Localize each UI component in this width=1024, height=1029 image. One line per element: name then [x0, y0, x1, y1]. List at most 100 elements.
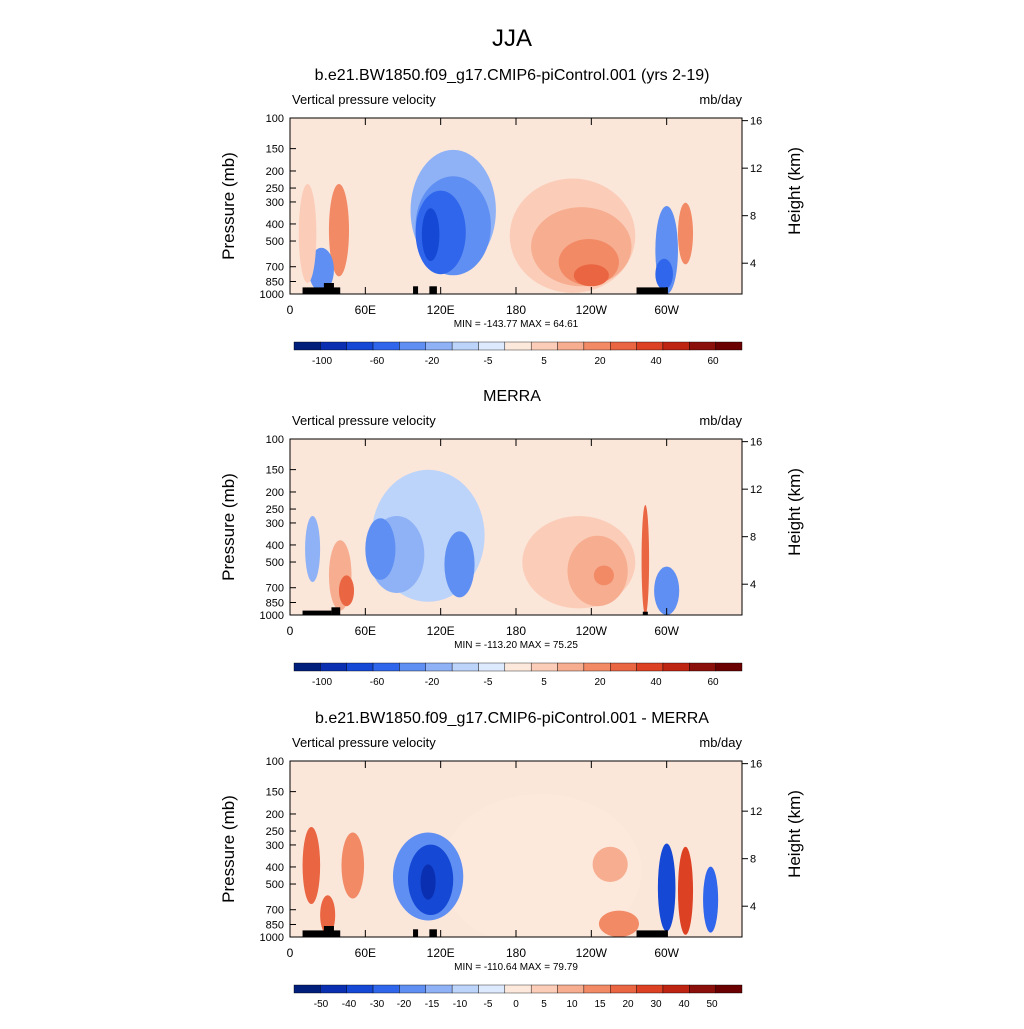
contour-region: [305, 516, 321, 582]
y-tick-label: 1000: [260, 932, 284, 944]
colorbar-swatch: [399, 341, 426, 351]
y-right-tick-label: 4: [750, 901, 756, 913]
right-label: mb/day: [699, 735, 742, 750]
colorbar-swatch: [583, 341, 611, 351]
y-tick-label: 850: [266, 920, 284, 932]
colorbar-label: 50: [706, 999, 718, 1010]
colorbar-label: -100: [312, 356, 332, 367]
y-right-tick-label: 8: [750, 532, 756, 544]
colorbar-swatch: [530, 662, 558, 672]
x-tick-label: 60E: [355, 303, 376, 317]
y-tick-label: 1000: [260, 610, 284, 622]
colorbar-swatch: [320, 662, 347, 672]
x-tick-label: 0: [287, 624, 294, 638]
colorbar-label: -40: [342, 999, 357, 1010]
colorbar-swatch: [293, 662, 321, 672]
contour-region: [302, 827, 321, 904]
colorbar-swatch: [346, 662, 374, 672]
x-tick-label: 180: [506, 303, 526, 317]
colorbar-swatch: [451, 341, 479, 351]
y-tick-label: 150: [266, 465, 284, 477]
contour-region: [677, 202, 694, 265]
colorbar-swatch: [715, 662, 743, 672]
topography: [302, 930, 341, 937]
y-tick-label: 250: [266, 826, 284, 838]
colorbar-label: 5: [541, 999, 547, 1010]
x-tick-label: 180: [506, 946, 526, 960]
x-tick-label: 120W: [576, 303, 608, 317]
x-tick-label: 60E: [355, 946, 376, 960]
colorbar-label: 5: [541, 677, 547, 688]
y-axis-title: Pressure (mb): [219, 795, 238, 903]
y-axis-title: Pressure (mb): [219, 473, 238, 581]
colorbar-swatch: [557, 662, 585, 672]
y-axis-title: Pressure (mb): [219, 152, 238, 260]
colorbar-label: -60: [370, 677, 385, 688]
colorbar-swatch: [346, 984, 374, 994]
y-right-tick-label: 4: [750, 579, 756, 591]
y-tick-label: 200: [266, 809, 284, 821]
colorbar-swatch: [557, 341, 585, 351]
contour-region: [592, 846, 628, 883]
contour-region: [657, 843, 676, 932]
colorbar-swatch: [320, 984, 347, 994]
colorbar-swatch: [610, 984, 637, 994]
colorbar-label: -100: [312, 677, 332, 688]
colorbar-swatch: [689, 341, 716, 351]
colorbar-label: -50: [314, 999, 329, 1010]
y-tick-label: 150: [266, 144, 284, 156]
colorbar-swatch: [530, 341, 558, 351]
y-right-tick-label: 8: [750, 854, 756, 866]
colorbar-swatch: [610, 341, 637, 351]
y-tick-label: 100: [266, 756, 284, 768]
colorbar-swatch: [583, 662, 611, 672]
y-tick-label: 300: [266, 518, 284, 530]
colorbar-swatch: [636, 341, 664, 351]
left-label: Vertical pressure velocity: [292, 92, 436, 107]
colorbar-label: 20: [594, 677, 606, 688]
figure-title: JJA: [492, 25, 532, 52]
x-tick-label: 120W: [576, 624, 608, 638]
topography: [331, 607, 341, 615]
topography: [636, 930, 668, 937]
y-right-tick-label: 16: [750, 437, 762, 449]
x-tick-label: 60E: [355, 624, 376, 638]
colorbar-swatch: [662, 984, 690, 994]
topography: [429, 929, 437, 937]
colorbar-swatch: [293, 341, 321, 351]
colorbar-swatch: [478, 341, 506, 351]
colorbar-swatch: [530, 984, 558, 994]
y-tick-label: 500: [266, 557, 284, 569]
contour-region: [421, 208, 440, 261]
colorbar-label: 20: [622, 999, 634, 1010]
colorbar-swatch: [610, 662, 637, 672]
y-tick-label: 400: [266, 862, 284, 874]
y-axis-title-right: Height (km): [785, 147, 804, 235]
panel-title: MERRA: [483, 388, 541, 405]
x-tick-label: 120E: [427, 624, 455, 638]
y-tick-label: 200: [266, 487, 284, 499]
y-right-tick-label: 16: [750, 759, 762, 771]
topography: [323, 926, 334, 937]
y-right-tick-label: 16: [750, 116, 762, 128]
left-label: Vertical pressure velocity: [292, 735, 436, 750]
y-right-tick-label: 12: [750, 484, 762, 496]
topography: [323, 283, 334, 294]
field: [290, 439, 742, 615]
colorbar-label: 15: [594, 999, 606, 1010]
colorbar-swatch: [636, 984, 664, 994]
topography: [642, 611, 648, 615]
y-right-tick-label: 12: [750, 806, 762, 818]
colorbar-swatch: [504, 984, 532, 994]
colorbar-label: 40: [678, 999, 690, 1010]
panel-title: b.e21.BW1850.f09_g17.CMIP6-piControl.001…: [315, 710, 709, 727]
colorbar-label: -60: [370, 356, 385, 367]
colorbar-swatch: [451, 984, 479, 994]
y-tick-label: 500: [266, 236, 284, 248]
contour-region: [573, 264, 609, 287]
contour-region: [677, 846, 694, 935]
colorbar-swatch: [689, 662, 716, 672]
x-tick-label: 0: [287, 946, 294, 960]
topography: [636, 287, 668, 294]
